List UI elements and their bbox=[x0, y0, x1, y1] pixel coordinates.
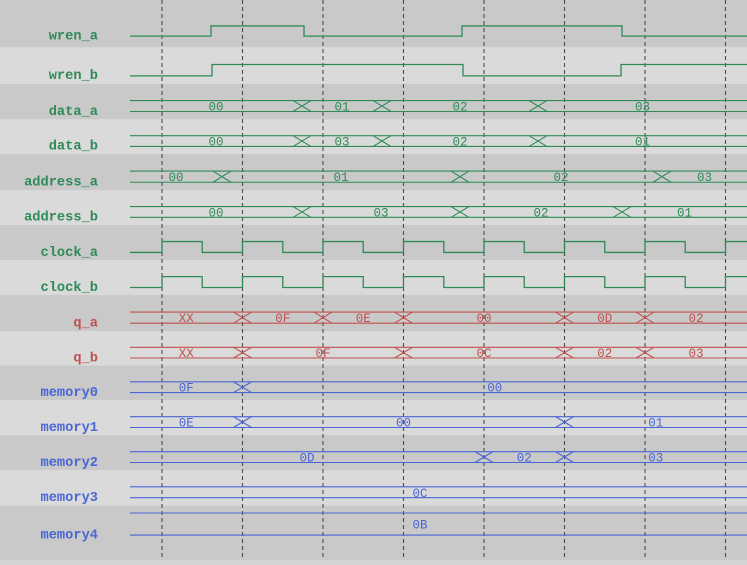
svg-text:01: 01 bbox=[333, 171, 348, 185]
svg-text:q_a: q_a bbox=[73, 317, 98, 332]
svg-text:clock_a: clock_a bbox=[41, 246, 99, 261]
svg-text:00: 00 bbox=[476, 312, 491, 326]
svg-text:00: 00 bbox=[396, 417, 411, 431]
svg-text:00: 00 bbox=[208, 136, 223, 150]
svg-text:00: 00 bbox=[208, 206, 223, 220]
svg-text:memory2: memory2 bbox=[41, 456, 99, 471]
svg-text:0D: 0D bbox=[597, 312, 612, 326]
svg-text:0C: 0C bbox=[476, 347, 491, 361]
svg-text:0F: 0F bbox=[315, 347, 330, 361]
svg-text:03: 03 bbox=[334, 136, 349, 150]
svg-text:address_a: address_a bbox=[24, 176, 98, 191]
svg-text:03: 03 bbox=[648, 452, 663, 466]
svg-text:address_b: address_b bbox=[24, 211, 98, 226]
svg-text:0B: 0B bbox=[412, 519, 428, 533]
svg-text:00: 00 bbox=[168, 171, 183, 185]
svg-text:01: 01 bbox=[648, 417, 663, 431]
svg-text:memory1: memory1 bbox=[41, 421, 99, 436]
svg-text:01: 01 bbox=[334, 101, 349, 115]
svg-text:00: 00 bbox=[487, 382, 502, 396]
svg-text:0E: 0E bbox=[356, 312, 371, 326]
svg-text:data_a: data_a bbox=[49, 105, 98, 120]
svg-text:0C: 0C bbox=[412, 487, 427, 501]
svg-text:00: 00 bbox=[208, 101, 223, 115]
svg-text:0F: 0F bbox=[179, 382, 194, 396]
svg-text:q_b: q_b bbox=[73, 351, 98, 366]
svg-text:wren_a: wren_a bbox=[49, 29, 98, 44]
svg-text:01: 01 bbox=[635, 136, 650, 150]
svg-text:02: 02 bbox=[452, 136, 467, 150]
svg-text:memory3: memory3 bbox=[41, 491, 99, 506]
svg-text:02: 02 bbox=[533, 206, 548, 220]
svg-text:XX: XX bbox=[179, 347, 195, 361]
svg-text:memory4: memory4 bbox=[41, 528, 99, 543]
svg-text:03: 03 bbox=[697, 171, 712, 185]
svg-text:02: 02 bbox=[688, 312, 703, 326]
svg-text:01: 01 bbox=[677, 206, 692, 220]
svg-text:0F: 0F bbox=[275, 312, 290, 326]
svg-text:memory0: memory0 bbox=[41, 386, 99, 401]
svg-text:02: 02 bbox=[452, 101, 467, 115]
svg-text:data_b: data_b bbox=[49, 140, 98, 155]
svg-text:02: 02 bbox=[517, 452, 532, 466]
svg-text:XX: XX bbox=[179, 312, 195, 326]
svg-text:02: 02 bbox=[597, 347, 612, 361]
svg-text:wren_b: wren_b bbox=[49, 69, 98, 84]
svg-text:02: 02 bbox=[553, 171, 568, 185]
svg-text:03: 03 bbox=[688, 347, 703, 361]
svg-text:03: 03 bbox=[635, 101, 650, 115]
svg-text:clock_b: clock_b bbox=[41, 281, 99, 296]
svg-text:03: 03 bbox=[373, 206, 388, 220]
svg-text:0D: 0D bbox=[299, 452, 314, 466]
svg-text:0E: 0E bbox=[179, 417, 194, 431]
